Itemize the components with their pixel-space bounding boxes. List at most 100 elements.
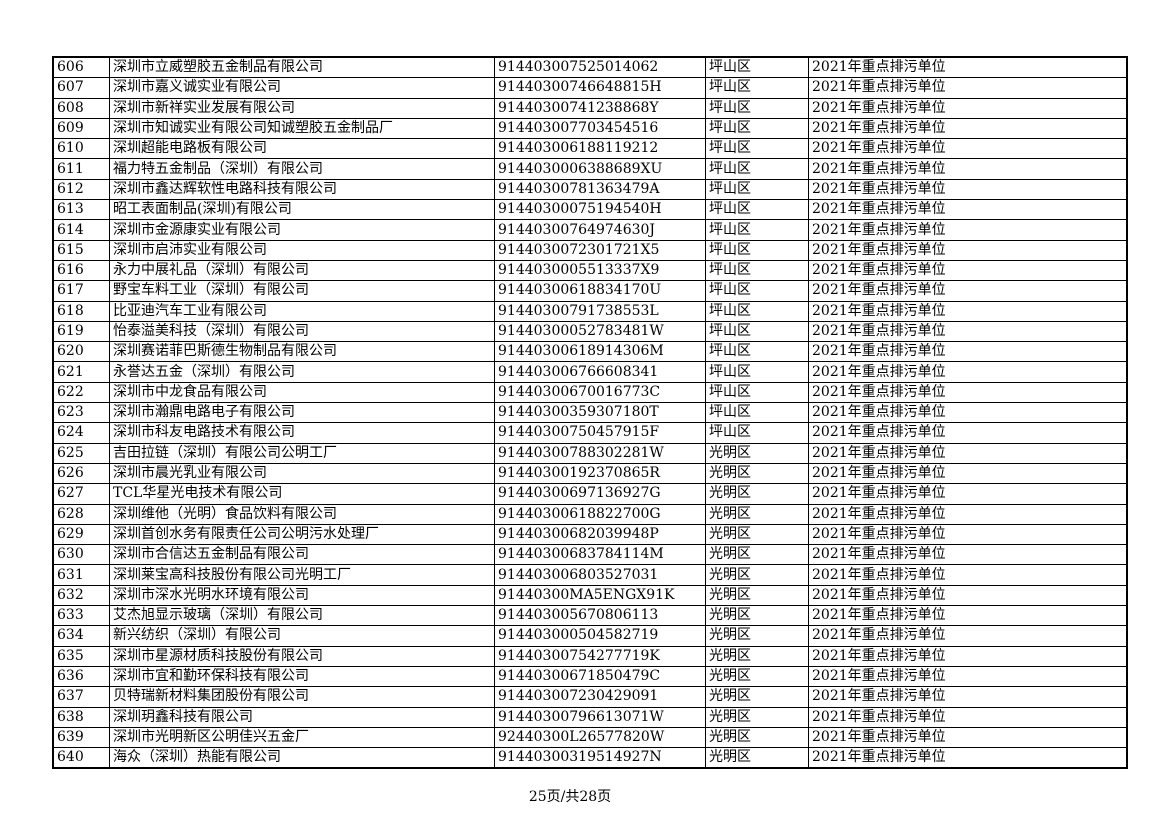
category-cell: 2021年重点排污单位 (808, 523, 1128, 546)
district-cell: 光明区 (705, 544, 809, 566)
credit-code-cell: 91440300788302281W (494, 442, 706, 464)
table-row: 637 贝特瑞新材料集团股份有限公司 914403007230429091 光明区 20… (52, 686, 1128, 708)
credit-code-cell: 91440300618822700G (494, 503, 706, 525)
row-number-cell: 619 (52, 320, 110, 343)
row-number-cell: 609 (52, 117, 110, 140)
table-row: 630 深圳市合信达五金制品有限公司 91440300683784114M 光明区 20… (52, 544, 1128, 566)
category-cell: 2021年重点排污单位 (808, 665, 1128, 688)
district-cell: 坪山区 (705, 219, 809, 241)
row-number-cell: 632 (52, 584, 110, 607)
credit-code-cell: 91440300075194540H (494, 199, 706, 221)
table-row: 634 新兴纺织（深圳）有限公司 914403000504582719 光明区 2021… (52, 625, 1128, 647)
company-name-cell: 深圳市晨光乳业有限公司 (109, 462, 495, 485)
row-number-cell: 622 (52, 381, 110, 404)
company-name-cell: 深圳市瀚鼎电路电子有限公司 (109, 402, 495, 424)
table-row: 624 深圳市科友电路技术有限公司 91440300750457915F 坪山区 202… (52, 422, 1128, 444)
table-row: 626 深圳市晨光乳业有限公司 91440300192370865R 光明区 2021年… (52, 462, 1128, 485)
row-number-cell: 635 (52, 645, 110, 667)
credit-code-cell: 914403007525014062 (494, 56, 706, 79)
company-name-cell: 深圳玥鑫科技有限公司 (109, 706, 495, 728)
table-row: 623 深圳市瀚鼎电路电子有限公司 91440300359307180T 坪山区 202… (52, 402, 1128, 424)
table-row: 631 深圳莱宝高科技股份有限公司光明工厂 914403006803527031 光明… (52, 564, 1128, 586)
category-cell: 2021年重点排污单位 (808, 645, 1128, 667)
company-name-cell: 贝特瑞新材料集团股份有限公司 (109, 686, 495, 708)
district-cell: 坪山区 (705, 117, 809, 140)
table-row: 633 艾杰旭显示玻璃（深圳）有限公司 914403005670806113 光明区 2… (52, 605, 1128, 627)
company-name-cell: 深圳超能电路板有限公司 (109, 138, 495, 160)
category-cell: 2021年重点排污单位 (808, 625, 1128, 647)
district-cell: 坪山区 (705, 381, 809, 404)
row-number-cell: 624 (52, 422, 110, 444)
row-number-cell: 625 (52, 442, 110, 464)
company-name-cell: 永誉达五金（深圳）有限公司 (109, 361, 495, 383)
credit-code-cell: 91440300746648815H (494, 77, 706, 99)
row-number-cell: 618 (52, 300, 110, 322)
credit-code-cell: 9144030072301721X5 (494, 239, 706, 261)
category-cell: 2021年重点排污单位 (808, 706, 1128, 728)
row-number-cell: 634 (52, 625, 110, 647)
table-row: 613 昭工表面制品(深圳)有限公司 91440300075194540H 坪山区 20… (52, 199, 1128, 221)
category-cell: 2021年重点排污单位 (808, 97, 1128, 119)
company-name-cell: 深圳市宜和勤环保科技有限公司 (109, 665, 495, 688)
district-cell: 光明区 (705, 503, 809, 525)
credit-code-cell: 914403007703454516 (494, 117, 706, 140)
credit-code-cell: 91440300682039948P (494, 523, 706, 546)
company-name-cell: 深圳市鑫达辉软性电路科技有限公司 (109, 178, 495, 201)
category-cell: 2021年重点排污单位 (808, 442, 1128, 464)
company-name-cell: 深圳市中龙食品有限公司 (109, 381, 495, 404)
district-cell: 光明区 (705, 523, 809, 546)
company-name-cell: 深圳首创水务有限责任公司公明污水处理厂 (109, 523, 495, 546)
company-name-cell: 深圳市启沛实业有限公司 (109, 239, 495, 261)
table-row: 638 深圳玥鑫科技有限公司 91440300796613071W 光明区 2021年重… (52, 706, 1128, 728)
category-cell: 2021年重点排污单位 (808, 462, 1128, 485)
row-number-cell: 615 (52, 239, 110, 261)
district-cell: 光明区 (705, 625, 809, 647)
row-number-cell: 617 (52, 280, 110, 302)
district-cell: 坪山区 (705, 341, 809, 363)
category-cell: 2021年重点排污单位 (808, 544, 1128, 566)
category-cell: 2021年重点排污单位 (808, 402, 1128, 424)
table-row: 620 深圳赛诺菲巴斯德生物制品有限公司 91440300618914306M 坪山区… (52, 341, 1128, 363)
table-row: 615 深圳市启沛实业有限公司 9144030072301721X5 坪山区 2021年… (52, 239, 1128, 261)
credit-code-cell: 91440300781363479A (494, 178, 706, 201)
category-cell: 2021年重点排污单位 (808, 686, 1128, 708)
row-number-cell: 629 (52, 523, 110, 546)
category-cell: 2021年重点排污单位 (808, 422, 1128, 444)
category-cell: 2021年重点排污单位 (808, 199, 1128, 221)
category-cell: 2021年重点排污单位 (808, 280, 1128, 302)
row-number-cell: 630 (52, 544, 110, 566)
credit-code-cell: 91440300683784114M (494, 544, 706, 566)
table-row: 616 永力中展礼品（深圳）有限公司 9144030005513337X9 坪山区 20… (52, 259, 1128, 282)
row-number-cell: 607 (52, 77, 110, 99)
table-row: 635 深圳市星源材质科技股份有限公司 91440300754277719K 光明区 2… (52, 645, 1128, 667)
row-number-cell: 636 (52, 665, 110, 688)
district-cell: 光明区 (705, 726, 809, 749)
category-cell: 2021年重点排污单位 (808, 77, 1128, 99)
category-cell: 2021年重点排污单位 (808, 584, 1128, 607)
row-number-cell: 611 (52, 158, 110, 180)
company-name-cell: 深圳市新祥实业发展有限公司 (109, 97, 495, 119)
credit-code-cell: 91440300791738553L (494, 300, 706, 322)
row-number-cell: 614 (52, 219, 110, 241)
company-name-cell: 深圳市光明新区公明佳兴五金厂 (109, 726, 495, 749)
credit-code-cell: 91440300796613071W (494, 706, 706, 728)
row-number-cell: 633 (52, 605, 110, 627)
credit-code-cell: 914403006188119212 (494, 138, 706, 160)
district-cell: 光明区 (705, 442, 809, 464)
category-cell: 2021年重点排污单位 (808, 483, 1128, 505)
row-number-cell: 606 (52, 56, 110, 79)
row-number-cell: 626 (52, 462, 110, 485)
district-cell: 坪山区 (705, 259, 809, 282)
credit-code-cell: 91440300750457915F (494, 422, 706, 444)
row-number-cell: 637 (52, 686, 110, 708)
company-name-cell: 深圳维他（光明）食品饮料有限公司 (109, 503, 495, 525)
row-number-cell: 627 (52, 483, 110, 505)
district-cell: 光明区 (705, 706, 809, 728)
district-cell: 坪山区 (705, 300, 809, 322)
table-row: 632 深圳市深水光明水环境有限公司 91440300MA5ENGX91K 光明区 20… (52, 584, 1128, 607)
company-name-cell: 深圳市立威塑胶五金制品有限公司 (109, 56, 495, 79)
district-cell: 光明区 (705, 584, 809, 607)
district-cell: 坪山区 (705, 56, 809, 79)
company-name-cell: 吉田拉链（深圳）有限公司公明工厂 (109, 442, 495, 464)
category-cell: 2021年重点排污单位 (808, 178, 1128, 201)
